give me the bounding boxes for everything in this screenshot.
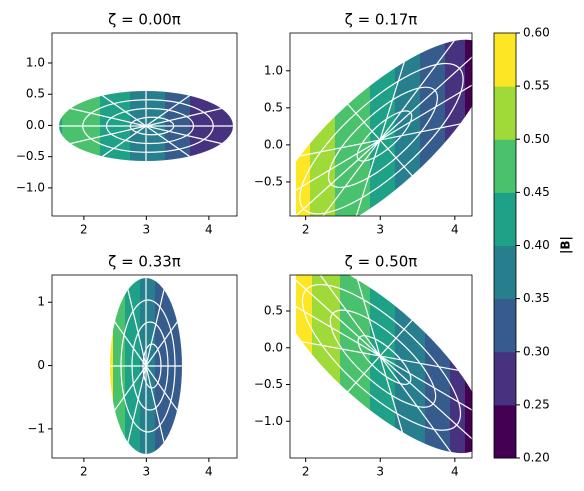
color-band (494, 33, 516, 87)
field-band (312, 275, 341, 458)
y-tick-label: 1.0 (264, 63, 283, 77)
field-band (395, 33, 421, 216)
y-tick-label: 1.0 (26, 55, 45, 69)
y-tick-label: 0.5 (26, 87, 45, 101)
y-tick-label: 0.5 (264, 304, 283, 318)
flux-lines (110, 278, 182, 454)
y-tick-label: 1 (37, 295, 45, 309)
y-tick-label: 0.0 (264, 340, 283, 354)
x-tick-label: 4 (205, 465, 213, 479)
x-tick-label: 3 (376, 465, 384, 479)
x-tick-label: 3 (376, 223, 384, 237)
field-band (310, 33, 336, 216)
field-band (395, 275, 426, 458)
axes-frame (51, 274, 238, 459)
radial-line (62, 106, 230, 146)
y-tick-label: 0.0 (264, 137, 283, 151)
flux-lines (59, 91, 233, 161)
colorbar-tick-label: 0.25 (523, 397, 550, 411)
radial-line (111, 317, 181, 415)
y-tick-label: 0.0 (26, 118, 45, 132)
colorbar-tick-label: 0.40 (523, 238, 550, 252)
x-tick-label: 2 (80, 465, 88, 479)
field-band (100, 91, 131, 161)
color-band (494, 298, 516, 353)
x-tick-label: 2 (302, 223, 310, 237)
field-band (340, 275, 371, 458)
field (110, 278, 182, 454)
y-tick-label: −1 (27, 421, 45, 435)
subplot-title: ζ = 0.00π (108, 11, 181, 29)
color-band (494, 86, 516, 140)
colorbar-label: |B| (559, 236, 573, 254)
field-band (296, 275, 313, 458)
field-band (420, 33, 446, 216)
field-band (59, 91, 63, 161)
color-band (494, 139, 516, 193)
colorbar-tick-label: 0.30 (523, 344, 550, 358)
y-tick-label: −0.5 (254, 377, 283, 391)
color-band (494, 245, 516, 300)
colorbar-tick-label: 0.50 (523, 132, 550, 146)
colorbar-tick-label: 0.20 (523, 451, 550, 465)
x-tick-label: 2 (302, 465, 310, 479)
y-tick-label: −1.0 (254, 414, 283, 428)
x-tick-label: 3 (143, 223, 151, 237)
radial-line (266, 289, 494, 423)
x-tick-label: 3 (143, 465, 151, 479)
x-tick-label: 4 (451, 465, 459, 479)
radial-line (298, 30, 462, 250)
subplot-title: ζ = 0.17π (345, 11, 418, 29)
colorbar-tick-label: 0.55 (523, 79, 550, 93)
y-tick-label: 0.5 (264, 100, 283, 114)
field-band (165, 91, 191, 161)
color-band (494, 351, 516, 406)
color-band (494, 404, 516, 459)
field-band (465, 275, 473, 458)
axes-frame (289, 32, 473, 217)
x-tick-label: 4 (451, 223, 459, 237)
axes-frame (289, 274, 473, 459)
subplot-title: ζ = 0.33π (108, 253, 181, 271)
field (59, 91, 233, 161)
colorbar-frame (493, 32, 517, 459)
field-band (190, 91, 233, 161)
flux-lines (266, 249, 494, 463)
y-tick-label: −0.5 (16, 149, 45, 163)
colorbar-tick-label: 0.60 (523, 26, 550, 40)
x-tick-label: 4 (205, 223, 213, 237)
field-band (62, 91, 101, 161)
color-band (494, 192, 516, 246)
colorbar-tick-label: 0.45 (523, 185, 550, 199)
y-tick-label: 0 (37, 358, 45, 372)
flux-lines (262, 30, 498, 250)
colorbar-tick-label: 0.35 (523, 291, 550, 305)
y-tick-label: −1.0 (16, 180, 45, 194)
x-tick-label: 2 (80, 223, 88, 237)
subplot-title: ζ = 0.50π (345, 253, 418, 271)
y-tick-label: −0.5 (254, 174, 283, 188)
axes-frame (51, 32, 238, 217)
